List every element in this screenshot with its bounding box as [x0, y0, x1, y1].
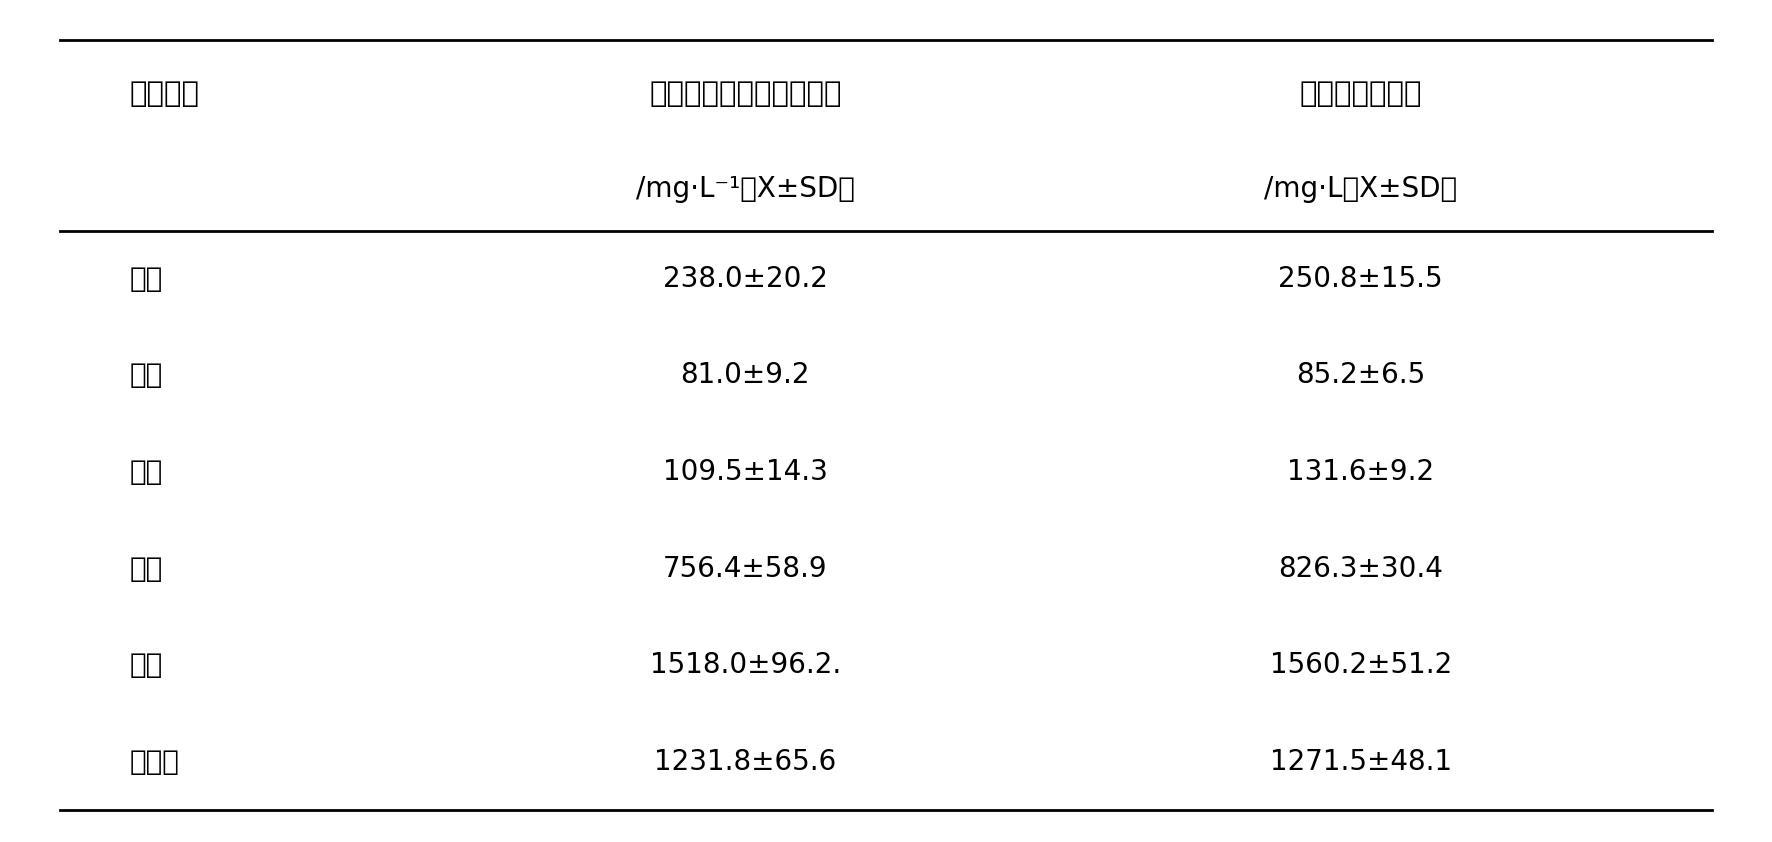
Text: 1518.0±96.2.: 1518.0±96.2.	[650, 652, 842, 679]
Text: 250.8±15.5: 250.8±15.5	[1278, 265, 1442, 293]
Text: 茄子: 茄子	[129, 265, 163, 293]
Text: 85.2±6.5: 85.2±6.5	[1295, 361, 1425, 390]
Text: 芹菜: 芹菜	[129, 652, 163, 679]
Text: 甘蓝: 甘蓝	[129, 555, 163, 583]
Text: 1271.5±48.1: 1271.5±48.1	[1269, 748, 1451, 776]
Text: /mg·L⁻¹（X±SD）: /mg·L⁻¹（X±SD）	[636, 175, 854, 203]
Text: 109.5±14.3: 109.5±14.3	[663, 458, 828, 486]
Text: 黄瓜: 黄瓜	[129, 458, 163, 486]
Text: 826.3±30.4: 826.3±30.4	[1278, 555, 1442, 583]
Text: 国家标准法含量: 国家标准法含量	[1299, 80, 1421, 108]
Text: 蔬菜种类: 蔬菜种类	[129, 80, 200, 108]
Text: 辣椒: 辣椒	[129, 361, 163, 390]
Text: 大白菜: 大白菜	[129, 748, 181, 776]
Text: 1560.2±51.2: 1560.2±51.2	[1269, 652, 1451, 679]
Text: 131.6±9.2: 131.6±9.2	[1286, 458, 1434, 486]
Text: 1231.8±65.6: 1231.8±65.6	[654, 748, 836, 776]
Text: 756.4±58.9: 756.4±58.9	[663, 555, 828, 583]
Text: 238.0±20.2: 238.0±20.2	[663, 265, 828, 293]
Text: /mg·L（X±SD）: /mg·L（X±SD）	[1263, 175, 1457, 203]
Text: 酶法硝酸盐试纸条法含量: 酶法硝酸盐试纸条法含量	[649, 80, 842, 108]
Text: 81.0±9.2: 81.0±9.2	[680, 361, 810, 390]
